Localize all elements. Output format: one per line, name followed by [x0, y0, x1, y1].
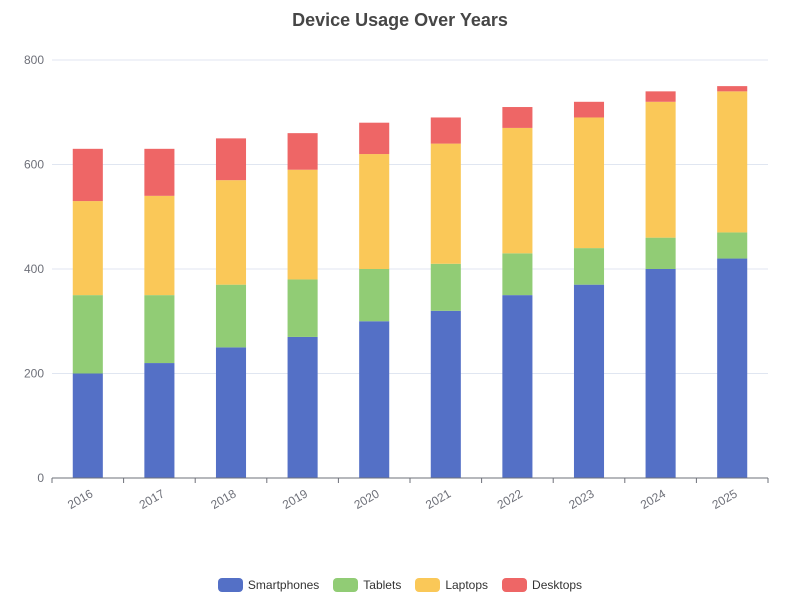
bar-tablets-2022[interactable]: [502, 253, 533, 296]
bar-desktops-2025[interactable]: [717, 86, 748, 92]
legend-item-laptops[interactable]: Laptops: [415, 578, 488, 592]
chart-legend: Smartphones Tablets Laptops Desktops: [0, 578, 800, 592]
x-tick-label-2017: 2017: [137, 486, 167, 512]
bar-tablets-2023[interactable]: [573, 248, 605, 285]
x-tick-label-2020: 2020: [352, 486, 382, 512]
bar-laptops-2023[interactable]: [573, 117, 605, 249]
bar-laptops-2016[interactable]: [72, 201, 103, 296]
bar-laptops-2019[interactable]: [287, 169, 318, 280]
bar-desktops-2020[interactable]: [359, 122, 390, 155]
bar-laptops-2020[interactable]: [359, 154, 390, 269]
y-tick-label-0: 0: [37, 471, 44, 485]
bar-desktops-2017[interactable]: [144, 148, 175, 196]
legend-label-smartphones: Smartphones: [247, 578, 320, 592]
x-tick-label-2016: 2016: [65, 486, 95, 512]
bar-desktops-2019[interactable]: [287, 133, 318, 170]
bar-laptops-2017[interactable]: [144, 195, 175, 296]
y-tick-label-400: 400: [24, 262, 44, 276]
bar-tablets-2025[interactable]: [717, 232, 748, 259]
bar-tablets-2024[interactable]: [645, 237, 676, 269]
bar-tablets-2018[interactable]: [215, 284, 247, 348]
bar-tablets-2020[interactable]: [359, 269, 390, 322]
bar-desktops-2024[interactable]: [645, 91, 676, 102]
bar-desktops-2021[interactable]: [430, 117, 461, 144]
legend-item-tablets[interactable]: Tablets: [333, 578, 401, 592]
bar-smartphones-2023[interactable]: [573, 284, 605, 478]
x-tick-label-2025: 2025: [710, 486, 740, 512]
bar-laptops-2021[interactable]: [430, 143, 461, 264]
y-tick-label-200: 200: [24, 367, 44, 381]
bar-desktops-2016[interactable]: [72, 148, 103, 202]
legend-label-laptops: Laptops: [445, 578, 489, 592]
x-tick-label-2024: 2024: [638, 486, 668, 512]
bar-smartphones-2018[interactable]: [215, 347, 247, 478]
bar-smartphones-2025[interactable]: [717, 258, 748, 478]
bar-desktops-2023[interactable]: [573, 101, 605, 118]
legend-item-smartphones[interactable]: Smartphones: [217, 578, 320, 592]
bar-laptops-2022[interactable]: [502, 127, 533, 254]
bar-laptops-2025[interactable]: [717, 91, 748, 233]
bar-smartphones-2024[interactable]: [645, 269, 676, 478]
bar-desktops-2018[interactable]: [215, 138, 247, 181]
bar-smartphones-2020[interactable]: [359, 321, 390, 478]
bar-smartphones-2019[interactable]: [287, 336, 318, 478]
x-tick-label-2023: 2023: [566, 486, 596, 512]
legend-label-desktops: Desktops: [532, 578, 583, 592]
bar-laptops-2024[interactable]: [645, 101, 676, 238]
bar-smartphones-2017[interactable]: [144, 363, 175, 478]
bar-smartphones-2016[interactable]: [72, 373, 103, 479]
x-tick-label-2021: 2021: [423, 486, 453, 512]
x-tick-label-2019: 2019: [280, 486, 310, 512]
legend-swatch-desktops: [502, 578, 528, 592]
bar-laptops-2018[interactable]: [215, 180, 247, 285]
legend-swatch-laptops: [415, 578, 441, 592]
legend-swatch-smartphones: [217, 578, 243, 592]
bar-tablets-2017[interactable]: [144, 295, 175, 364]
bar-tablets-2019[interactable]: [287, 279, 318, 337]
bar-smartphones-2021[interactable]: [430, 310, 461, 478]
bar-tablets-2016[interactable]: [72, 295, 103, 374]
bar-tablets-2021[interactable]: [430, 263, 461, 311]
y-tick-label-600: 600: [24, 158, 44, 172]
x-tick-label-2022: 2022: [495, 486, 525, 512]
bar-desktops-2022[interactable]: [502, 107, 533, 128]
bar-smartphones-2022[interactable]: [502, 295, 533, 478]
legend-label-tablets: Tablets: [363, 578, 402, 592]
legend-item-desktops[interactable]: Desktops: [502, 578, 582, 592]
chart-title: Device Usage Over Years: [292, 10, 508, 30]
y-tick-label-800: 800: [24, 53, 44, 67]
x-tick-label-2018: 2018: [208, 486, 238, 512]
legend-swatch-tablets: [333, 578, 359, 592]
